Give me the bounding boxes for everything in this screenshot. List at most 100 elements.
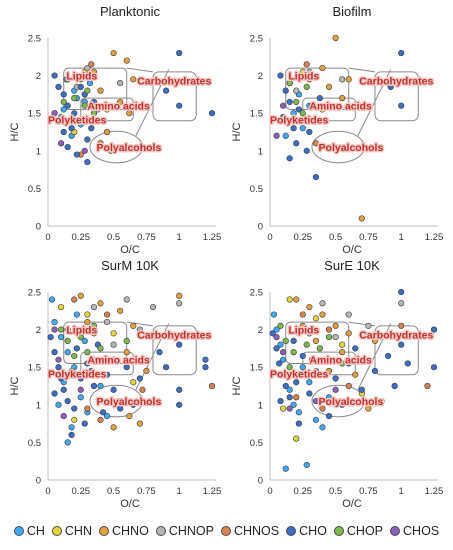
data-point bbox=[290, 349, 297, 356]
data-point bbox=[282, 465, 289, 472]
amino-acids-label: Amino acids bbox=[87, 100, 150, 112]
lipids-label: Lipids bbox=[66, 70, 97, 82]
y-tick-label: 2 bbox=[258, 71, 263, 82]
data-point bbox=[286, 364, 293, 371]
data-point bbox=[319, 106, 326, 113]
data-point bbox=[303, 61, 310, 68]
data-point bbox=[60, 106, 67, 113]
data-point bbox=[55, 401, 62, 408]
data-point bbox=[269, 330, 276, 337]
data-point bbox=[84, 405, 91, 412]
data-point bbox=[176, 102, 183, 109]
data-point bbox=[430, 326, 438, 333]
data-point bbox=[280, 405, 287, 412]
data-point bbox=[130, 322, 137, 329]
data-point bbox=[90, 356, 98, 363]
data-point bbox=[306, 128, 313, 136]
data-point bbox=[345, 311, 352, 318]
data-point bbox=[319, 356, 326, 363]
x-tick-label: 0.75 bbox=[137, 486, 156, 497]
y-tick-label: 2.5 bbox=[28, 288, 41, 299]
data-point bbox=[68, 125, 75, 132]
data-point bbox=[424, 382, 431, 390]
data-point bbox=[316, 95, 323, 102]
legend-marker bbox=[99, 526, 109, 536]
data-point bbox=[286, 296, 293, 303]
data-point bbox=[88, 367, 95, 375]
data-point bbox=[126, 110, 133, 117]
legend-item: CHNOP bbox=[155, 524, 214, 538]
data-point bbox=[312, 416, 320, 423]
data-point bbox=[84, 87, 91, 94]
carbohydrates-label: Carbohydrates bbox=[137, 330, 211, 342]
polyalcohols-label: Polyalcohols bbox=[319, 142, 384, 154]
y-tick-label: 1 bbox=[258, 400, 263, 411]
data-point bbox=[202, 364, 209, 371]
data-point bbox=[270, 311, 278, 318]
data-point bbox=[303, 371, 310, 378]
data-point bbox=[280, 356, 287, 363]
x-tick-label: 1.25 bbox=[425, 486, 444, 497]
data-point bbox=[84, 311, 91, 318]
data-point bbox=[117, 98, 124, 106]
data-point bbox=[97, 300, 104, 307]
data-point bbox=[110, 341, 117, 348]
polyalcohols-label: Polyalcohols bbox=[97, 142, 162, 154]
data-point bbox=[139, 386, 146, 393]
data-point bbox=[286, 394, 293, 401]
data-point bbox=[290, 401, 297, 408]
x-tick-label: 0 bbox=[45, 486, 50, 497]
data-point bbox=[308, 102, 316, 109]
data-point bbox=[126, 412, 133, 420]
legend-marker bbox=[220, 526, 231, 536]
x-tick-label: 0.5 bbox=[107, 486, 120, 497]
chart-title: SurE 10K bbox=[324, 258, 380, 273]
polyketides-label: Polyketides bbox=[48, 369, 107, 381]
polyketides-label: Polyketides bbox=[48, 115, 107, 127]
data-point bbox=[293, 296, 300, 303]
data-point bbox=[58, 117, 65, 124]
data-point bbox=[77, 375, 84, 382]
data-point bbox=[71, 416, 78, 423]
x-axis-label: O/C bbox=[120, 498, 140, 510]
data-point bbox=[64, 439, 71, 446]
data-point bbox=[273, 345, 280, 352]
y-tick-label: 0 bbox=[36, 222, 41, 233]
x-tick-label: 0.75 bbox=[137, 232, 156, 243]
carbohydrates-label: Carbohydrates bbox=[359, 76, 433, 88]
data-point bbox=[117, 397, 124, 405]
region-connector bbox=[126, 321, 154, 327]
data-point bbox=[176, 341, 183, 348]
data-point bbox=[299, 110, 306, 117]
data-point bbox=[117, 80, 124, 87]
data-point bbox=[339, 401, 346, 408]
data-point bbox=[58, 326, 65, 333]
data-point bbox=[97, 382, 104, 390]
chart-panel: Biofilm 0 0.5 1 1.5 2 2.5 0 0.25 0.5 0.75 1 1.25 O/C H… bbox=[231, 4, 443, 256]
data-point bbox=[332, 334, 339, 341]
data-point bbox=[339, 341, 346, 348]
data-point bbox=[81, 102, 88, 109]
data-point bbox=[84, 136, 91, 143]
data-point bbox=[77, 76, 84, 83]
lipids-label: Lipids bbox=[288, 70, 319, 82]
legend-marker bbox=[13, 526, 24, 536]
data-point bbox=[312, 337, 320, 344]
data-point bbox=[282, 132, 289, 139]
data-point bbox=[280, 113, 287, 121]
y-tick-label: 1.5 bbox=[250, 363, 263, 374]
data-point bbox=[384, 352, 392, 360]
y-tick-label: 1.5 bbox=[250, 109, 263, 120]
x-tick-label: 1.25 bbox=[203, 232, 222, 243]
data-point bbox=[293, 98, 300, 106]
data-point bbox=[55, 364, 62, 371]
data-point bbox=[299, 68, 306, 75]
data-point bbox=[282, 337, 289, 344]
data-point bbox=[312, 397, 320, 405]
data-point bbox=[58, 334, 65, 341]
data-point bbox=[332, 34, 339, 42]
data-point bbox=[117, 405, 124, 412]
region-connector bbox=[126, 67, 154, 73]
data-point bbox=[73, 311, 80, 318]
y-tick-label: 2.5 bbox=[250, 34, 263, 45]
